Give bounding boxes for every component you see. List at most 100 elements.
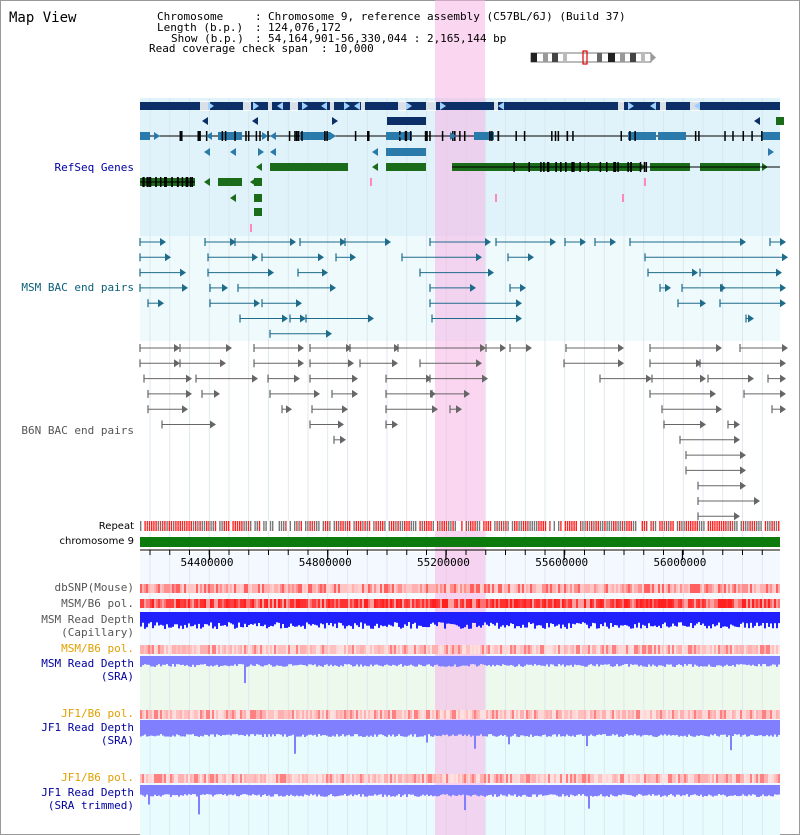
polymorphism-stripe — [448, 645, 450, 654]
polymorphism-stripe — [488, 645, 490, 654]
polymorphism-stripe — [468, 599, 470, 608]
polymorphism-stripe — [232, 599, 234, 608]
polymorphism-stripe — [400, 599, 402, 608]
repeat-element — [564, 521, 566, 531]
depth-bar — [754, 785, 756, 795]
refseq-genes-track[interactable] — [140, 101, 784, 232]
repeat-element — [151, 521, 153, 531]
polymorphism-stripe — [184, 710, 186, 719]
polymorphism-stripe — [210, 599, 212, 608]
depth-bar — [724, 656, 726, 666]
polymorphism-stripe — [390, 774, 392, 783]
polymorphism-stripe — [710, 645, 712, 654]
exon-tick — [742, 131, 745, 141]
depth-bar — [166, 612, 168, 625]
polymorphism-stripe — [618, 645, 620, 654]
coverage-tracks[interactable] — [140, 584, 780, 815]
polymorphism-stripe — [684, 599, 686, 608]
polymorphism-stripe — [612, 774, 614, 783]
polymorphism-stripe — [586, 599, 588, 608]
b6n-bac-label[interactable]: B6N BAC end pairs — [21, 424, 134, 437]
depth-bar — [392, 720, 394, 735]
snp-stripe — [552, 584, 554, 593]
refseq-genes-label[interactable]: RefSeq Genes — [54, 161, 134, 174]
depth-bar — [282, 785, 284, 797]
polymorphism-stripe — [458, 645, 460, 654]
depth-bar — [492, 720, 494, 736]
depth-bar — [736, 785, 738, 797]
repeat-element — [173, 521, 175, 531]
gene-marker — [495, 194, 497, 202]
strand-arrow — [398, 132, 404, 140]
snp-stripe — [436, 584, 438, 593]
depth-bar — [396, 612, 398, 623]
msm-bac-label[interactable]: MSM BAC end pairs — [21, 281, 134, 294]
repeat-element — [195, 521, 197, 531]
polymorphism-stripe — [522, 645, 524, 654]
depth-bar — [528, 720, 530, 737]
jf1-depth-trim-label-1[interactable]: JF1 Read Depth — [41, 786, 134, 799]
b6n-bac-track[interactable] — [139, 344, 788, 521]
depth-bar — [416, 785, 418, 797]
polymorphism-stripe — [154, 774, 156, 783]
polymorphism-stripe — [724, 645, 726, 654]
depth-bar — [488, 656, 490, 666]
msm-b6-pol2-label[interactable]: MSM/B6 pol. — [61, 642, 134, 655]
polymorphism-stripe — [436, 599, 438, 608]
strand-arrow — [252, 374, 258, 383]
msm-depth-sra-label-1[interactable]: MSM Read Depth — [41, 657, 134, 670]
depth-bar — [272, 785, 274, 797]
jf1-depth-sra-label-1[interactable]: JF1 Read Depth — [41, 721, 134, 734]
depth-bar — [264, 720, 266, 735]
depth-bar — [478, 720, 480, 736]
depth-bar — [356, 612, 358, 626]
polymorphism-stripe — [294, 710, 296, 719]
strand-arrow — [394, 344, 400, 352]
dbsnp-label[interactable]: dbSNP(Mouse) — [54, 581, 134, 594]
snp-stripe — [706, 584, 708, 593]
polymorphism-stripe — [598, 645, 600, 654]
jf1-b6-pol-label[interactable]: JF1/B6 pol. — [61, 707, 134, 720]
msm-bac-track[interactable] — [139, 238, 788, 338]
depth-bar — [148, 656, 150, 665]
depth-bar — [768, 656, 770, 667]
polymorphism-stripe — [564, 774, 566, 783]
polymorphism-stripe — [458, 599, 460, 608]
polymorphism-stripe — [318, 710, 320, 719]
polymorphism-stripe — [182, 710, 184, 719]
depth-bar — [724, 785, 726, 796]
msm-b6-pol-label[interactable]: MSM/B6 pol. — [61, 597, 134, 610]
snp-stripe — [208, 584, 210, 593]
selected-region-highlight[interactable] — [435, 0, 485, 835]
depth-bar — [278, 785, 280, 797]
depth-bar — [160, 720, 162, 735]
polymorphism-stripe — [384, 599, 386, 608]
depth-bar — [196, 656, 198, 666]
depth-bar — [506, 656, 508, 666]
snp-stripe — [502, 584, 504, 593]
exon-tick — [179, 131, 182, 141]
exon-tick — [698, 131, 700, 141]
polymorphism-stripe — [536, 599, 538, 608]
repeat-track[interactable] — [140, 521, 780, 531]
polymorphism-stripe — [584, 599, 586, 608]
repeat-element — [773, 521, 775, 531]
polymorphism-stripe — [200, 645, 202, 654]
depth-bar — [366, 720, 368, 736]
chromosome-bar[interactable] — [140, 537, 780, 547]
strand-arrow — [186, 374, 192, 383]
chromosome-ideogram[interactable] — [530, 50, 656, 65]
polymorphism-stripe — [356, 710, 358, 719]
polymorphism-stripe — [630, 599, 632, 608]
polymorphism-stripe — [528, 710, 530, 719]
repeat-element — [593, 521, 595, 531]
jf1-b6-pol2-label[interactable]: JF1/B6 pol. — [61, 771, 134, 784]
polymorphism-stripe — [374, 645, 376, 654]
polymorphism-stripe — [464, 710, 466, 719]
polymorphism-stripe — [332, 599, 334, 608]
msm-depth-capillary-label-1[interactable]: MSM Read Depth — [41, 613, 134, 626]
repeat-element — [406, 521, 408, 531]
depth-bar — [200, 612, 202, 629]
depth-bar — [292, 612, 294, 626]
